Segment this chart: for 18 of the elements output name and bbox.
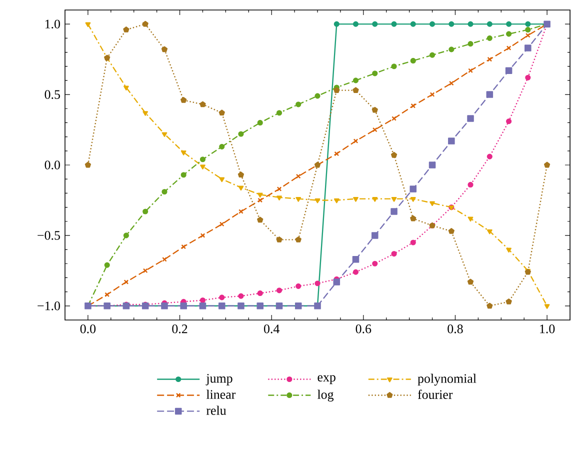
legend-label: fourier [418,390,453,399]
legend-label: relu [206,406,226,415]
legend-label: polynomial [418,374,476,386]
y-tick-label: −1.0 [38,302,60,310]
x-tick-label: 0.0 [80,324,96,334]
x-tick-label: 0.6 [356,324,372,334]
legend-label: exp [318,375,336,384]
y-tick-label: 1.0 [45,20,60,28]
y-tick-label: 0.5 [44,90,60,99]
y-tick-label: −0.5 [38,231,60,240]
x-tick-label: 0.2 [172,324,188,334]
x-tick-label: 1.0 [540,324,555,334]
x-tick-label: 0.4 [264,324,280,334]
legend-label: linear [206,390,236,399]
legend-label: jump [206,374,232,386]
x-tick-label: 0.8 [448,324,463,334]
y-tick-label: 0.0 [44,160,60,170]
legend-label: log [318,390,334,402]
